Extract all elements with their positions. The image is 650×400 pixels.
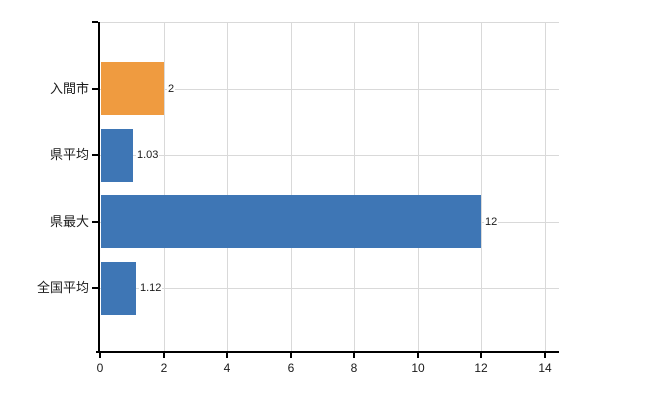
gridline-vertical [545,22,546,352]
x-axis-tick [163,353,165,358]
x-axis-tick-label: 12 [474,361,488,375]
x-axis-line [96,351,559,353]
x-axis-tick-label: 0 [96,361,104,375]
x-axis-tick [226,353,228,358]
y-axis-tick [92,287,98,289]
gridline-vertical [417,22,419,352]
bar [101,195,481,248]
bar [101,262,136,315]
y-axis-tick [92,21,98,23]
x-axis-tick-label: 14 [538,361,552,375]
bar [101,129,133,182]
x-axis-tick-label: 2 [160,361,168,375]
x-axis-tick-label: 4 [223,361,231,375]
y-axis-category-label: 県最大 [49,214,89,229]
x-axis-tick [99,353,101,358]
x-axis-tick-label: 10 [411,361,425,375]
x-axis-tick [417,353,419,358]
y-axis-tick [92,154,98,156]
bar-value-label: 12 [484,214,499,230]
gridline-horizontal [100,89,559,90]
x-axis-tick [544,353,546,358]
y-axis-line [98,22,100,353]
x-axis-tick-label: 8 [350,361,358,375]
x-axis-tick-label: 6 [287,361,295,375]
bar-value-label: 2 [167,81,176,97]
x-axis-tick [480,353,482,358]
bar-value-label: 1.03 [136,147,160,163]
gridline-vertical [354,22,356,352]
gridline-horizontal [100,155,559,156]
x-axis-tick [353,353,355,358]
gridline-top [100,22,559,23]
y-axis-category-label: 全国平均 [36,280,89,295]
y-axis-category-label: 入間市 [49,81,89,96]
gridline-vertical [290,22,292,352]
gridline-vertical [227,22,229,352]
x-axis-tick [290,353,292,358]
bar-value-label: 1.12 [139,280,163,296]
gridline-vertical [481,22,483,352]
gridline-horizontal [100,288,559,289]
y-axis-tick [92,88,98,90]
y-axis-category-label: 県平均 [49,147,89,162]
gridline-vertical [163,22,165,352]
bar [101,62,164,115]
y-axis-tick [92,221,98,223]
